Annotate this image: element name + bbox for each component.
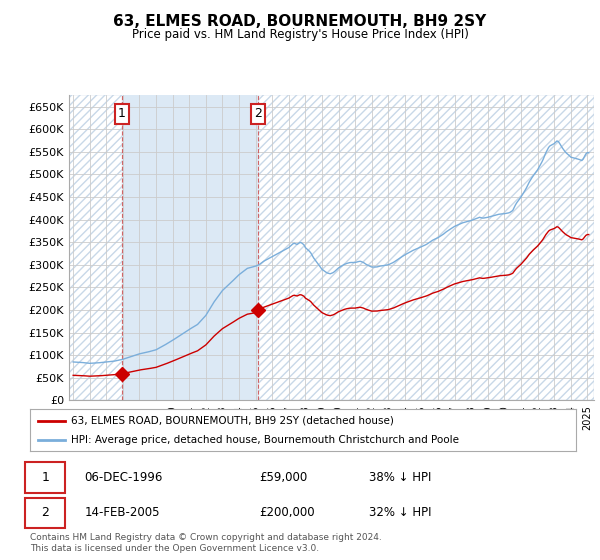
Bar [122, 95, 257, 400]
Text: HPI: Average price, detached house, Bournemouth Christchurch and Poole: HPI: Average price, detached house, Bour… [71, 435, 459, 445]
Text: 2: 2 [41, 506, 49, 519]
Text: 1: 1 [118, 108, 125, 120]
Text: 14-FEB-2005: 14-FEB-2005 [85, 506, 160, 519]
Text: 2: 2 [254, 108, 262, 120]
Text: 32% ↓ HPI: 32% ↓ HPI [368, 506, 431, 519]
FancyBboxPatch shape [25, 463, 65, 493]
Text: £59,000: £59,000 [259, 470, 308, 484]
Text: 06-DEC-1996: 06-DEC-1996 [85, 470, 163, 484]
Text: Price paid vs. HM Land Registry's House Price Index (HPI): Price paid vs. HM Land Registry's House … [131, 28, 469, 41]
Text: 63, ELMES ROAD, BOURNEMOUTH, BH9 2SY: 63, ELMES ROAD, BOURNEMOUTH, BH9 2SY [113, 14, 487, 29]
Text: £200,000: £200,000 [259, 506, 315, 519]
Text: Contains HM Land Registry data © Crown copyright and database right 2024.
This d: Contains HM Land Registry data © Crown c… [30, 533, 382, 553]
FancyBboxPatch shape [25, 498, 65, 528]
Text: 1: 1 [41, 470, 49, 484]
Text: 38% ↓ HPI: 38% ↓ HPI [368, 470, 431, 484]
Text: 63, ELMES ROAD, BOURNEMOUTH, BH9 2SY (detached house): 63, ELMES ROAD, BOURNEMOUTH, BH9 2SY (de… [71, 416, 394, 426]
